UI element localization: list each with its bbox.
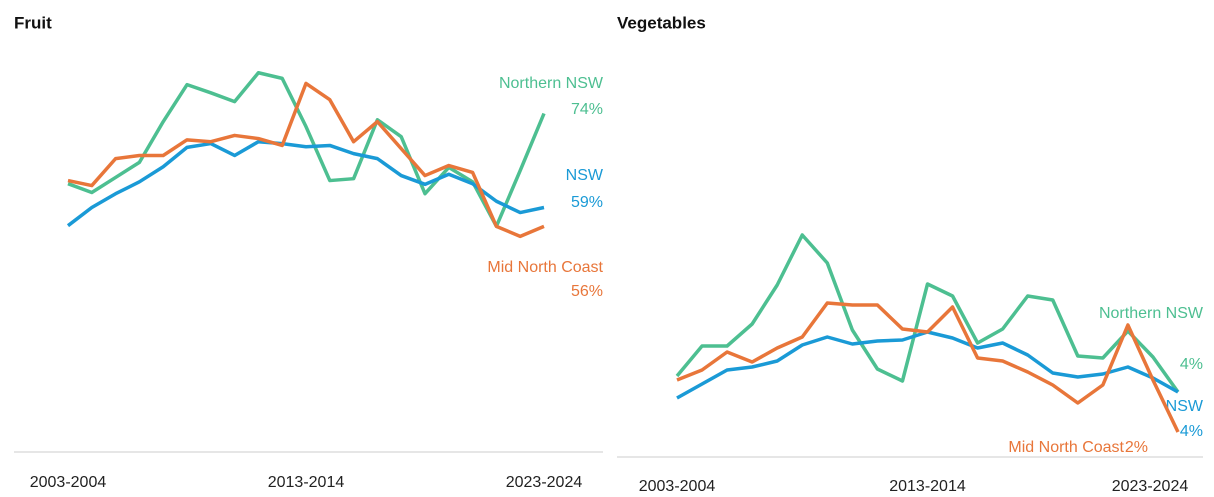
value-label: 56% [571, 283, 603, 300]
series-label: NSW [566, 167, 604, 184]
value-label: 2% [1125, 439, 1148, 456]
series-line [675, 233, 1180, 394]
value-label: 4% [1180, 423, 1203, 440]
chart-title: Vegetables [617, 13, 706, 32]
series-line [67, 81, 545, 239]
series-line [66, 139, 545, 228]
series-label: Northern NSW [1099, 305, 1204, 322]
series-line [676, 301, 1180, 433]
x-tick-label: 2013-2014 [268, 474, 345, 491]
x-tick-label: 2003-2004 [30, 474, 107, 491]
series-line [67, 70, 546, 229]
x-tick-label: 2023-2024 [1112, 478, 1189, 495]
value-label: 59% [571, 194, 603, 211]
series-label: Northern NSW [499, 75, 604, 92]
x-tick-label: 2003-2004 [639, 478, 716, 495]
series-label: NSW [1166, 398, 1204, 415]
x-tick-label: 2013-2014 [889, 478, 966, 495]
series-line [676, 330, 1179, 400]
chart-title: Fruit [14, 13, 52, 32]
series-label: Mid North Coast [1008, 439, 1124, 456]
value-label: 4% [1180, 356, 1203, 373]
x-tick-label: 2023-2024 [506, 474, 583, 491]
series-label: Mid North Coast [487, 259, 603, 276]
value-label: 74% [571, 101, 603, 118]
